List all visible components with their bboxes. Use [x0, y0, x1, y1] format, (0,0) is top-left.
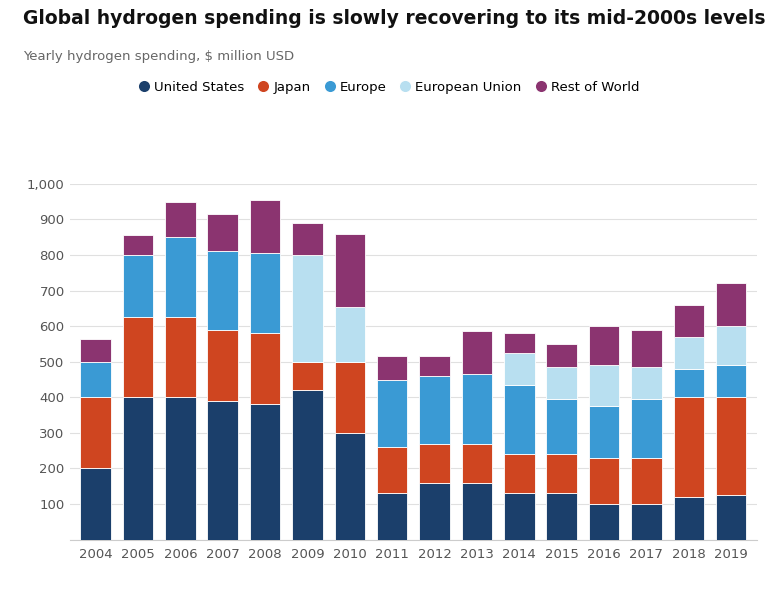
Bar [207, 330, 238, 401]
Bar [122, 235, 153, 255]
Bar [504, 454, 534, 493]
Bar [716, 365, 746, 397]
Bar [589, 365, 619, 406]
Bar [547, 493, 577, 540]
Bar [674, 337, 704, 369]
Bar [165, 202, 196, 237]
Bar [80, 362, 111, 397]
Bar [504, 333, 534, 353]
Bar [716, 283, 746, 326]
Bar [377, 356, 407, 380]
Bar [589, 406, 619, 458]
Bar [250, 253, 280, 333]
Bar [462, 331, 492, 374]
Bar [207, 401, 238, 540]
Bar [292, 362, 323, 390]
Bar [547, 454, 577, 493]
Bar [122, 317, 153, 397]
Text: Global hydrogen spending is slowly recovering to its mid-2000s levels: Global hydrogen spending is slowly recov… [23, 9, 766, 28]
Bar [547, 367, 577, 399]
Bar [716, 397, 746, 495]
Bar [250, 200, 280, 253]
Bar [80, 339, 111, 362]
Bar [207, 214, 238, 251]
Bar [674, 497, 704, 540]
Bar [589, 458, 619, 504]
Bar [589, 326, 619, 365]
Bar [589, 504, 619, 540]
Bar [207, 251, 238, 330]
Bar [674, 397, 704, 497]
Bar [335, 234, 365, 307]
Bar [631, 504, 661, 540]
Bar [631, 458, 661, 504]
Bar [335, 362, 365, 433]
Bar [462, 444, 492, 483]
Bar [250, 333, 280, 404]
Text: Yearly hydrogen spending, $ million USD: Yearly hydrogen spending, $ million USD [23, 50, 295, 63]
Bar [674, 369, 704, 397]
Bar [165, 317, 196, 397]
Bar [122, 255, 153, 317]
Bar [377, 380, 407, 447]
Bar [420, 376, 450, 444]
Bar [377, 493, 407, 540]
Bar [250, 404, 280, 540]
Bar [716, 495, 746, 540]
Bar [165, 397, 196, 540]
Bar [165, 237, 196, 317]
Bar [122, 397, 153, 540]
Bar [335, 307, 365, 362]
Bar [335, 433, 365, 540]
Bar [292, 390, 323, 540]
Bar [504, 493, 534, 540]
Bar [80, 397, 111, 468]
Bar [292, 255, 323, 362]
Bar [420, 483, 450, 540]
Bar [462, 483, 492, 540]
Bar [504, 353, 534, 385]
Bar [716, 326, 746, 365]
Bar [80, 468, 111, 540]
Bar [631, 330, 661, 367]
Bar [631, 367, 661, 399]
Bar [377, 447, 407, 493]
Bar [420, 444, 450, 483]
Bar [462, 374, 492, 444]
Bar [292, 223, 323, 255]
Bar [674, 305, 704, 337]
Bar [547, 399, 577, 454]
Bar [547, 344, 577, 367]
Bar [631, 399, 661, 458]
Legend: United States, Japan, Europe, European Union, Rest of World: United States, Japan, Europe, European U… [141, 81, 639, 94]
Bar [504, 385, 534, 454]
Bar [420, 356, 450, 376]
